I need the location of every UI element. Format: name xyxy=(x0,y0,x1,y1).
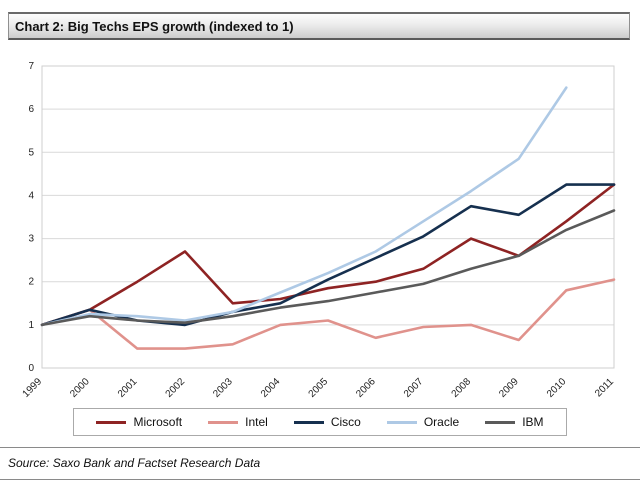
y-tick-label: 2 xyxy=(28,277,34,288)
chart-title-bar: Chart 2: Big Techs EPS growth (indexed t… xyxy=(8,12,630,40)
y-tick-label: 0 xyxy=(28,363,34,374)
x-tick-label: 2007 xyxy=(402,376,426,400)
legend-swatch-oracle xyxy=(386,420,417,424)
series-line-oracle xyxy=(40,86,568,327)
y-tick-label: 7 xyxy=(28,61,34,72)
legend-item-cisco: Cisco xyxy=(293,415,361,429)
y-tick-label: 4 xyxy=(28,190,34,201)
legend-label-microsoft: Microsoft xyxy=(133,415,183,429)
legend-item-ibm: IBM xyxy=(485,415,544,429)
legend-swatch-intel xyxy=(208,420,239,424)
x-tick-label: 2002 xyxy=(164,376,188,400)
legend-item-oracle: Oracle xyxy=(386,415,460,429)
series-line-cisco xyxy=(40,183,616,327)
x-tick-label: 2008 xyxy=(450,376,474,400)
x-tick-label: 2005 xyxy=(307,376,331,400)
legend-swatch-ibm xyxy=(485,420,516,424)
x-tick-label: 2010 xyxy=(545,376,569,400)
x-tick-label: 2004 xyxy=(259,376,283,400)
line-chart: 0 1 2 3 4 5 6 7 1999 2000 2001 2002 2003 2004 2005 2006… xyxy=(21,61,617,400)
series-line-intel xyxy=(40,278,616,350)
legend-label-oracle: Oracle xyxy=(423,415,460,429)
chart-legend: Microsoft Intel Cisco Oracle IBM xyxy=(73,408,567,436)
y-tick-label: 3 xyxy=(28,234,34,245)
x-tick-label: 1999 xyxy=(21,376,45,400)
legend-label-ibm: IBM xyxy=(522,415,544,429)
legend-item-microsoft: Microsoft xyxy=(96,415,182,429)
x-tick-label: 2006 xyxy=(354,376,378,400)
x-tick-label: 2009 xyxy=(497,376,521,400)
x-tick-label: 2003 xyxy=(211,376,235,400)
legend-label-cisco: Cisco xyxy=(330,415,361,429)
plot-border xyxy=(41,65,615,369)
x-tick-label: 2011 xyxy=(593,376,616,399)
y-tick-label: 5 xyxy=(28,147,34,158)
series-line-microsoft xyxy=(40,183,616,327)
source-bar: Source: Saxo Bank and Factset Research D… xyxy=(0,447,640,480)
y-tick-label: 6 xyxy=(28,104,34,115)
chart-container: 0 1 2 3 4 5 6 7 1999 2000 2001 2002 2003 2004 2005 2006… xyxy=(0,46,640,414)
chart-title: Chart 2: Big Techs EPS growth (indexed t… xyxy=(15,18,294,34)
legend-item-intel: Intel xyxy=(208,415,268,429)
x-tick-label: 2001 xyxy=(116,376,140,400)
legend-label-intel: Intel xyxy=(245,415,268,429)
legend-row: Microsoft Intel Cisco Oracle IBM xyxy=(0,408,640,436)
series-line-ibm xyxy=(40,209,616,327)
x-tick-label: 2000 xyxy=(68,376,92,400)
y-tick-label: 1 xyxy=(28,320,34,331)
legend-swatch-cisco xyxy=(293,420,324,424)
legend-swatch-microsoft xyxy=(96,420,127,424)
source-text: Source: Saxo Bank and Factset Research D… xyxy=(8,456,261,470)
